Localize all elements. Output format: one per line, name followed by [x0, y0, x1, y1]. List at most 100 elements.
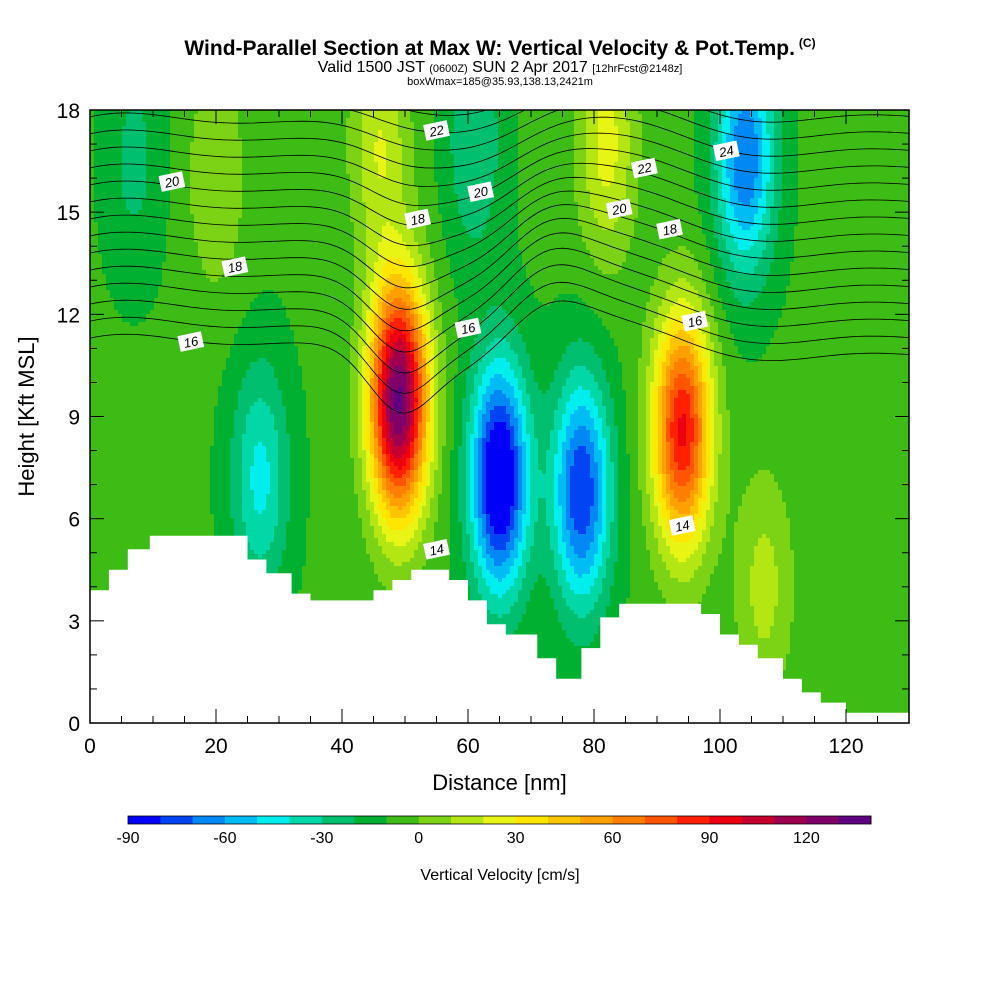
field-cell: [114, 450, 119, 455]
field-cell: [110, 250, 115, 255]
field-cell: [122, 366, 127, 371]
field-cell: [106, 258, 111, 263]
field-cell: [122, 322, 127, 327]
field-cell: [122, 218, 127, 223]
field-cell: [110, 238, 115, 243]
field-cell: [106, 402, 111, 407]
field-cell: [122, 142, 127, 147]
field-cell: [110, 302, 115, 307]
field-cell: [114, 438, 119, 443]
field-cell: [110, 370, 115, 375]
field-cell: [126, 346, 131, 351]
field-cell: [106, 454, 111, 459]
field-cell: [106, 398, 111, 403]
field-cell: [118, 234, 123, 239]
field-cell: [130, 238, 135, 243]
field-cell: [102, 514, 107, 519]
field-cell: [110, 374, 115, 379]
field-cell: [126, 450, 131, 455]
field-cell: [106, 414, 111, 419]
field-cell: [106, 310, 111, 315]
field-cell: [110, 126, 115, 131]
field-cell: [118, 534, 123, 539]
field-cell: [122, 406, 127, 411]
field-cell: [126, 394, 131, 399]
field-cell: [102, 138, 107, 143]
field-cell: [110, 474, 115, 479]
field-cell: [106, 290, 111, 295]
field-cell: [106, 322, 111, 327]
field-cell: [126, 530, 131, 535]
field-cell: [130, 270, 135, 275]
field-cell: [106, 230, 111, 235]
field-cell: [98, 190, 103, 195]
field-cell: [102, 358, 107, 363]
field-cell: [98, 374, 103, 379]
field-cell: [118, 494, 123, 499]
field-cell: [122, 450, 127, 455]
field-cell: [102, 326, 107, 331]
field-cell: [94, 522, 99, 527]
field-cell: [118, 366, 123, 371]
field-cell: [102, 586, 107, 591]
field-cell: [94, 478, 99, 483]
field-cell: [94, 114, 99, 119]
field-cell: [122, 254, 127, 259]
field-cell: [122, 246, 127, 251]
field-cell: [102, 446, 107, 451]
field-cell: [118, 442, 123, 447]
field-cell: [118, 130, 123, 135]
field-cell: [122, 342, 127, 347]
field-cell: [110, 114, 115, 119]
field-cell: [110, 146, 115, 151]
field-cell: [118, 282, 123, 287]
field-cell: [114, 418, 119, 423]
field-cell: [94, 322, 99, 327]
field-cell: [102, 246, 107, 251]
field-cell: [106, 418, 111, 423]
field-cell: [102, 426, 107, 431]
field-cell: [126, 158, 131, 163]
field-cell: [118, 186, 123, 191]
field-cell: [126, 246, 131, 251]
field-cell: [110, 350, 115, 355]
field-cell: [118, 454, 123, 459]
field-cell: [106, 338, 111, 343]
field-cell: [130, 150, 135, 155]
field-cell: [130, 122, 135, 127]
field-cell: [102, 458, 107, 463]
field-cell: [118, 158, 123, 163]
field-cell: [94, 294, 99, 299]
field-cell: [126, 214, 131, 219]
field-cell: [122, 554, 127, 559]
field-cell: [106, 354, 111, 359]
field-cell: [98, 246, 103, 251]
field-cell: [110, 470, 115, 475]
field-cell: [98, 402, 103, 407]
field-cell: [118, 418, 123, 423]
field-cell: [98, 262, 103, 267]
field-cell: [122, 114, 127, 119]
field-cell: [106, 190, 111, 195]
field-cell: [118, 170, 123, 175]
field-cell: [98, 218, 103, 223]
field-cell: [126, 314, 131, 319]
field-cell: [114, 378, 119, 383]
field-cell: [114, 322, 119, 327]
field-cell: [122, 182, 127, 187]
field-cell: [118, 554, 123, 559]
field-cell: [98, 294, 103, 299]
field-cell: [126, 310, 131, 315]
field-cell: [122, 158, 127, 163]
field-cell: [118, 290, 123, 295]
field-cell: [110, 534, 115, 539]
field-cell: [114, 142, 119, 147]
field-cell: [126, 518, 131, 523]
field-cell: [110, 134, 115, 139]
field-cell: [106, 326, 111, 331]
field-cell: [114, 506, 119, 511]
field-cell: [106, 350, 111, 355]
field-cell: [106, 450, 111, 455]
field-cell: [98, 142, 103, 147]
field-cell: [114, 250, 119, 255]
